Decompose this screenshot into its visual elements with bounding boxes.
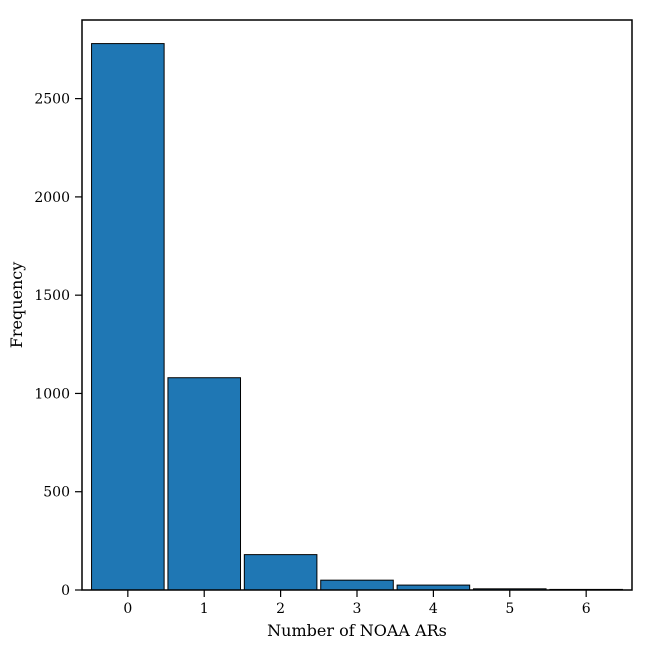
chart-svg: 0 1 2 3 4 5 6 0 500 1000 1500 2000 2500 Number of NOA… [0, 0, 650, 650]
y-tick-label: 1000 [34, 386, 70, 402]
bar [168, 378, 241, 590]
x-tick-label: 3 [353, 601, 362, 617]
x-tick-label: 5 [505, 601, 514, 617]
bar [321, 580, 394, 590]
y-tick-label: 500 [43, 485, 70, 501]
bar-chart: 0 1 2 3 4 5 6 0 500 1000 1500 2000 2500 Number of NOA… [0, 0, 650, 650]
y-tick-label: 2000 [34, 190, 70, 206]
x-tick-label: 2 [276, 601, 285, 617]
x-tick-label: 1 [200, 601, 209, 617]
bar [244, 555, 317, 590]
x-axis-label: Number of NOAA ARs [267, 621, 447, 640]
x-tick-label: 4 [429, 601, 438, 617]
y-tick-label: 1500 [34, 288, 70, 304]
y-axis-label: Frequency [7, 262, 26, 349]
x-tick-label: 0 [123, 601, 132, 617]
x-tick-label: 6 [582, 601, 591, 617]
y-tick-label: 0 [61, 583, 70, 599]
bar [92, 44, 165, 590]
y-tick-label: 2500 [34, 92, 70, 108]
